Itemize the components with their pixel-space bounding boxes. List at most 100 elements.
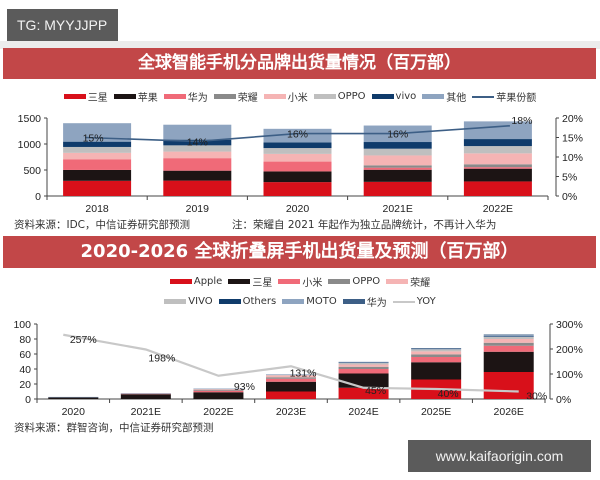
bar-segment [193, 388, 244, 390]
bar-segment [193, 390, 244, 393]
bar-segment [263, 153, 332, 162]
legend-swatch [328, 279, 351, 284]
legend-label: 小米 [287, 93, 308, 104]
watermark: www.kaifaorigin.com [408, 440, 591, 472]
svg-text:5%: 5% [562, 172, 577, 184]
legend-label: OPPO [352, 276, 381, 287]
legend-item: VIVO [164, 296, 213, 308]
bar-segment [263, 161, 332, 172]
bar-segment [338, 364, 389, 367]
bar-segment [411, 357, 462, 363]
line-label: 131% [290, 367, 317, 379]
bar-segment [163, 124, 232, 140]
bar-segment [411, 351, 462, 355]
bar-segment [266, 375, 316, 378]
bar-segment [411, 362, 462, 380]
svg-text:60: 60 [19, 349, 31, 361]
legend-item: MOTO [282, 296, 337, 308]
bar-segment [63, 141, 132, 147]
bar-segment [411, 354, 462, 357]
bar-segment [266, 374, 316, 375]
svg-text:300%: 300% [556, 319, 583, 331]
legend-swatch [472, 95, 495, 98]
bar-segment [483, 339, 534, 343]
x-tick-label: 2025E [421, 406, 451, 418]
x-tick-label: 2022E [483, 203, 513, 215]
chart1-note: 注：荣耀自 2021 年起作为独立品牌统计，不再计入华为 [232, 219, 497, 231]
bar-segment [338, 369, 389, 374]
x-tick-label: 2026E [494, 406, 524, 418]
svg-text:10%: 10% [562, 152, 583, 164]
legend-item: 荣耀 [386, 274, 430, 289]
svg-text:15%: 15% [562, 133, 583, 145]
legend-item: OPPO [328, 276, 380, 288]
legend-label: 华为 [366, 298, 387, 309]
line-series [85, 125, 510, 143]
legend-swatch [63, 94, 86, 99]
line-series [63, 333, 519, 393]
chart2-plot: 0 20 40 60 80 100 0% 100% 200% 300% 2020 2021E 2022E… [13, 319, 583, 418]
bar-segment [483, 336, 534, 337]
bar-segment [63, 180, 132, 196]
legend-item: vivo [371, 91, 417, 103]
legend-swatch [313, 94, 336, 99]
legend-swatch [164, 299, 187, 304]
bar-segment [163, 139, 232, 146]
legend-label: vivo [395, 91, 417, 102]
chart2-title-banner: 2020-2026 全球折叠屏手机出货量及预测（百万部） [3, 236, 596, 268]
legend-item: 三星 [63, 89, 108, 104]
bar-segment [48, 397, 99, 399]
legend-item: 小米 [278, 274, 322, 289]
x-tick-label: 2018 [85, 203, 109, 215]
bar-segment [193, 390, 244, 391]
legend-item: 苹果份额 [472, 89, 536, 104]
grey-band [0, 41, 600, 49]
legend-label: Others [242, 296, 277, 307]
bar-segment [63, 123, 132, 142]
bar-segment [266, 381, 316, 392]
bar-segment [483, 345, 534, 352]
bar-segment [263, 142, 332, 149]
bar-segment [163, 145, 232, 152]
legend-swatch [371, 94, 394, 99]
x-tick-label: 2019 [186, 203, 210, 215]
bar-segment [120, 393, 171, 394]
x-tick-label: 2020 [286, 203, 310, 215]
legend-label: 荣耀 [237, 93, 258, 104]
bar-segment [266, 377, 316, 379]
bar-segment [411, 348, 462, 350]
legend-swatch [263, 94, 286, 99]
bar-segment [63, 169, 132, 181]
chart1-title-banner: 全球智能手机分品牌出货量情况（百万部） [3, 48, 596, 79]
svg-text:0: 0 [35, 191, 41, 203]
line-label: 40% [438, 388, 459, 400]
svg-text:1000: 1000 [18, 139, 42, 151]
svg-text:200%: 200% [556, 344, 583, 356]
bar-segment [163, 158, 232, 171]
legend-label: Apple [193, 276, 223, 287]
bar-segment [266, 391, 316, 399]
legend-item: 华为 [163, 89, 208, 104]
bar-segment [338, 387, 389, 399]
line-label: 16% [387, 129, 408, 141]
chart2-legend-row1: Apple 三星 小米 OPPO 荣耀 [0, 274, 600, 289]
bar-segment [163, 180, 232, 196]
x-tick-label: 2021E [383, 203, 413, 215]
bar-segment [263, 171, 332, 183]
bar-segment [463, 168, 532, 182]
legend-label: MOTO [306, 296, 337, 307]
legend-item: Apple [169, 276, 223, 288]
legend-label: YOY [416, 296, 436, 307]
legend-label: 其他 [446, 93, 467, 104]
legend-item: 小米 [263, 89, 308, 104]
bar-segment [193, 388, 244, 390]
bar-segment [463, 167, 532, 169]
svg-text:20: 20 [19, 379, 31, 391]
bar-segment [463, 139, 532, 147]
chart1-plot: 0 500 1000 1500 0% 5% 10% 15% 20% 2018 2019 2020 202… [18, 113, 583, 215]
legend-swatch [282, 299, 305, 304]
bar-segment [193, 389, 244, 390]
legend-label: 三星 [87, 93, 108, 104]
legend-swatch [213, 94, 236, 99]
chart1-source: 资料来源：IDC，中信证券研究部预测 [14, 219, 191, 231]
